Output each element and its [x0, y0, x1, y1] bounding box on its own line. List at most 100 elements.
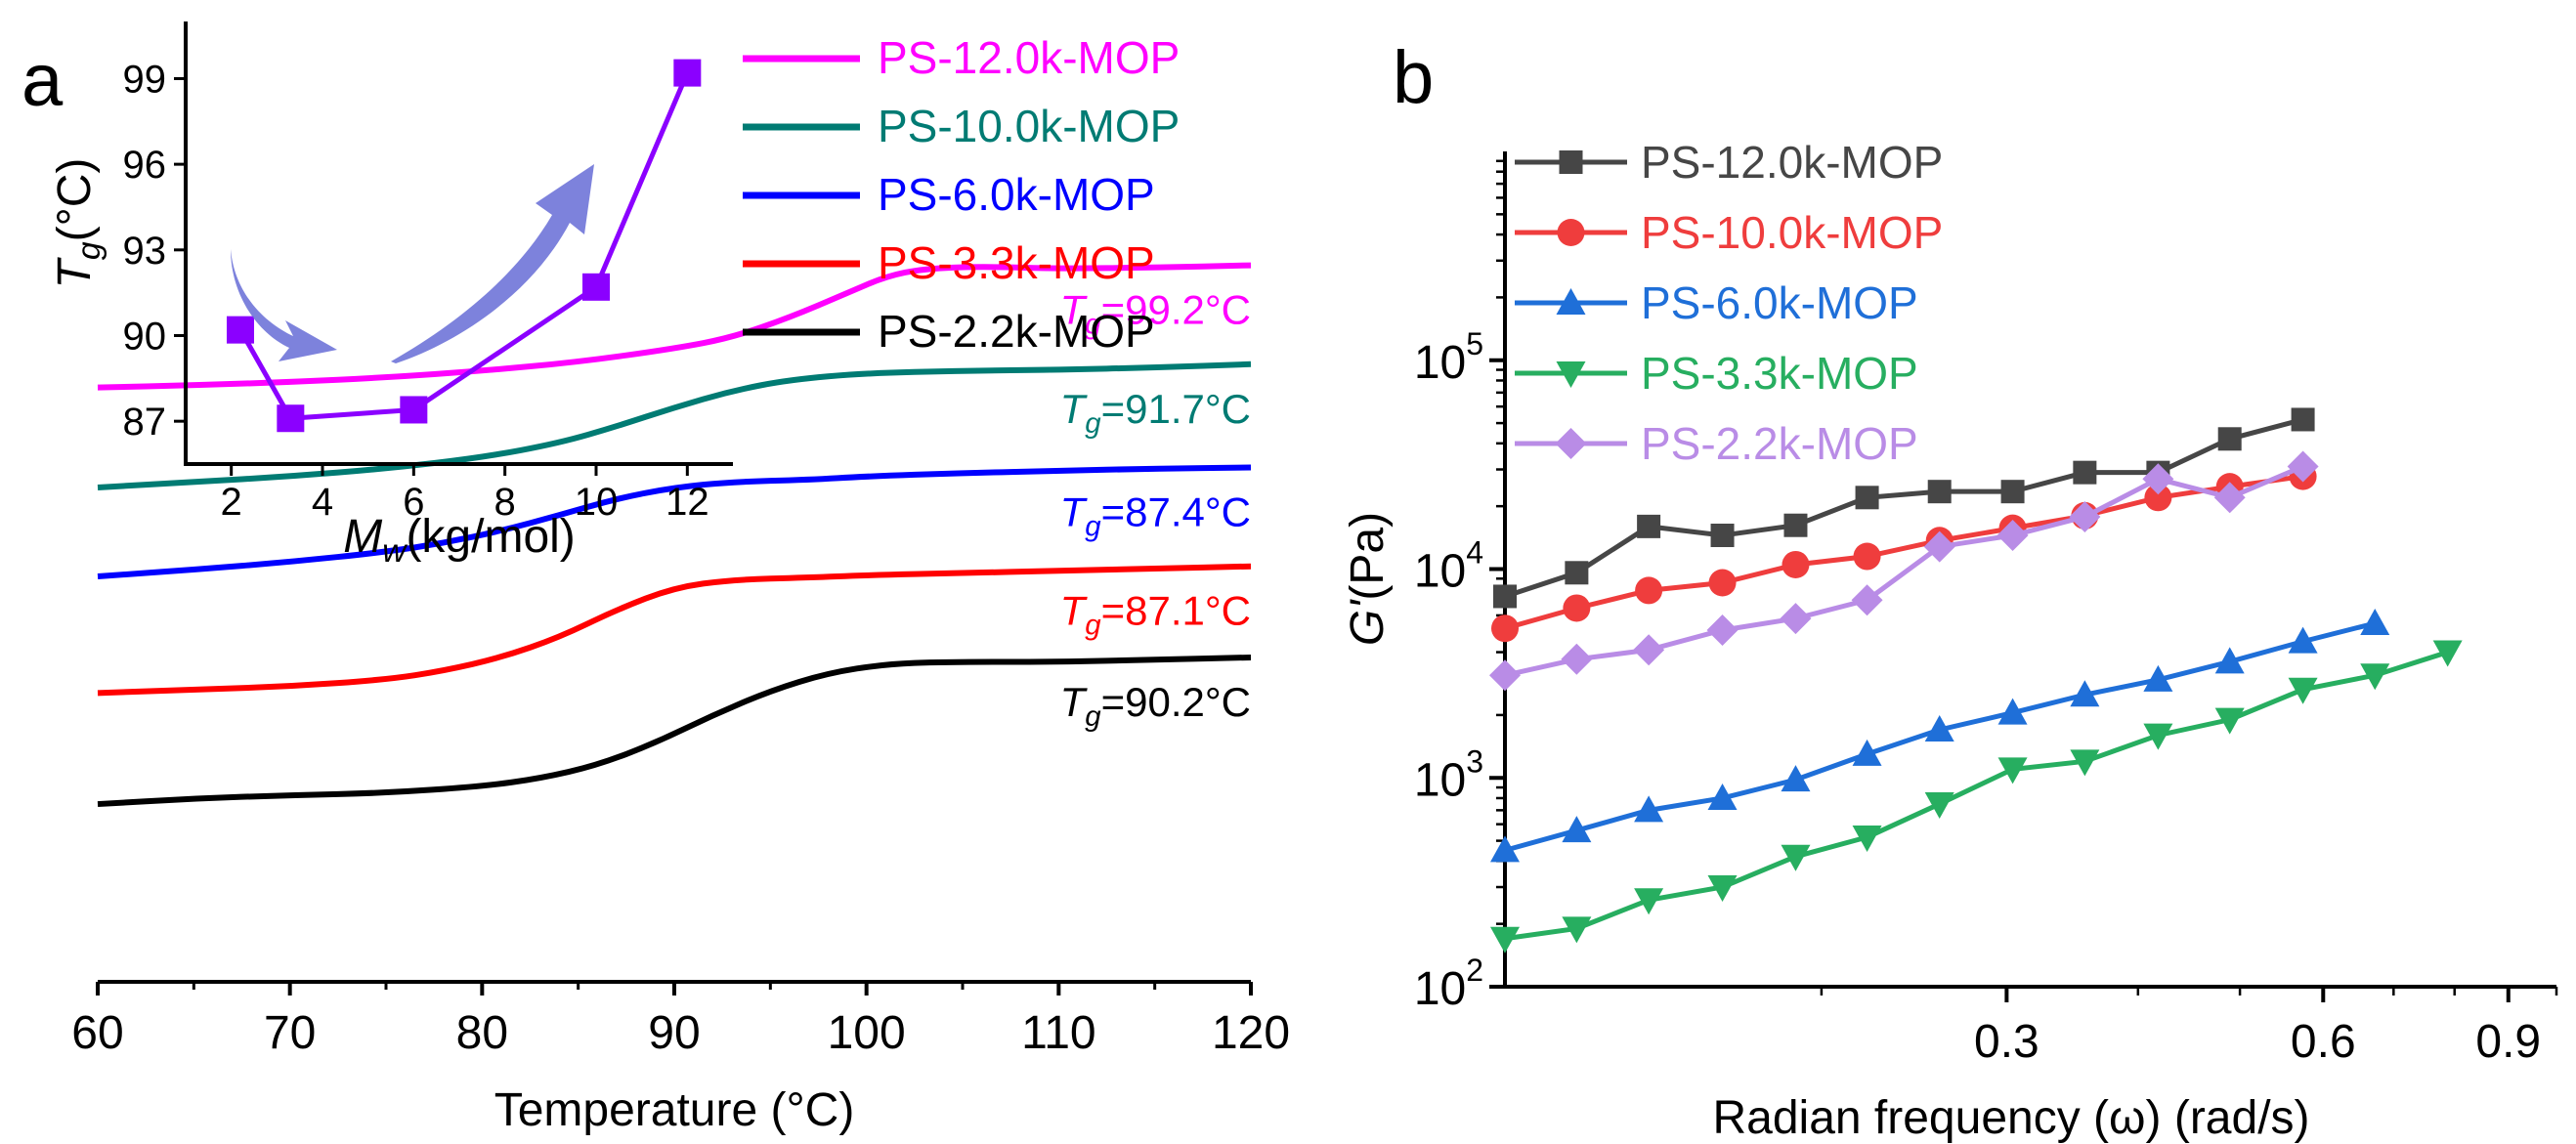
dsc-tg-annotation: Tg=90.2°C	[1060, 679, 1251, 733]
rheo-series-line	[1504, 650, 2449, 942]
rheo-marker	[1634, 888, 1664, 915]
rheo-marker	[1493, 584, 1517, 609]
rheo-marker	[2144, 484, 2172, 512]
rheo-marker	[2432, 640, 2463, 667]
rheo-marker	[1782, 550, 1810, 578]
rheo-y-tick-label: 104	[1414, 535, 1483, 598]
inset-marker	[673, 59, 702, 87]
inset-x-tick-label: 6	[403, 481, 424, 524]
rheo-marker	[1561, 643, 1593, 675]
dsc-x-tick-label: 70	[264, 1007, 316, 1059]
dsc-series-line	[97, 262, 1252, 391]
rheo-marker	[1997, 757, 2028, 784]
rheo-marker	[2288, 677, 2318, 704]
rheo-marker	[1997, 698, 2028, 725]
dsc-chart: 60 70 80 90 100 110 120 Temperature (°C) Tg=99.2…	[71, 32, 1290, 1136]
dsc-tg-annotation: Tg=87.1°C	[1060, 588, 1251, 642]
dsc-tg-annotation: Tg=91.7°C	[1060, 386, 1251, 440]
rheo-marker	[1491, 614, 1519, 643]
inset-y-tick-label: 99	[123, 58, 167, 101]
rheo-marker	[1852, 739, 1882, 766]
rheo-marker	[2000, 480, 2025, 504]
rheo-legend-marker	[1559, 150, 1583, 174]
rheo-legend-marker	[1556, 361, 1586, 388]
rheo-marker	[1781, 765, 1811, 792]
inset-axes	[184, 21, 733, 466]
inset-x-tick-label: 12	[665, 481, 709, 524]
rheo-marker	[1996, 520, 2029, 552]
rheo-marker	[1707, 783, 1738, 810]
rheo-marker	[1562, 816, 1592, 843]
rheo-marker	[1924, 714, 1954, 741]
inset-x-tick-label: 10	[575, 481, 619, 524]
dsc-x-tick-label: 80	[456, 1007, 508, 1059]
rheo-y-axis-title: G'(Pa)	[1342, 512, 1394, 646]
rheo-marker	[1490, 835, 1520, 863]
rheology-chart: 102 103 104 105 0.3 0.6 0.9 Radian frequency (ω…	[1342, 137, 2558, 1144]
rheo-legend-marker	[1556, 288, 1586, 315]
inset-x-tick-label: 4	[312, 481, 333, 524]
rheo-marker	[1852, 825, 1882, 852]
rheo-legend-marker	[1557, 219, 1585, 246]
rheo-marker	[1851, 584, 1883, 616]
rheo-marker	[1489, 659, 1521, 692]
rheo-legend-label: PS-3.3k-MOP	[1641, 348, 1918, 399]
rheo-marker	[1855, 486, 1879, 510]
rheo-x-tick-label: 0.6	[2291, 1016, 2356, 1068]
rheo-y-tick-label: 105	[1414, 326, 1483, 389]
panel-b-label: b	[1393, 36, 1434, 119]
inset-y-axis-title: Tg(°C)	[49, 158, 107, 289]
decrease-arrow-icon	[231, 249, 337, 361]
tg-inset-chart: 2 4 6 8 10 12 87 90 93 96 99 Mw(kg/mol) Tg(°C)	[49, 21, 733, 570]
increase-arrow-icon	[391, 164, 594, 363]
rheo-legend-label: PS-10.0k-MOP	[1641, 207, 1943, 258]
rheo-marker	[1637, 514, 1661, 538]
rheo-marker	[2214, 707, 2245, 735]
dsc-x-tick-label: 60	[71, 1007, 123, 1059]
rheo-marker	[2143, 723, 2173, 750]
rheo-marker	[1707, 875, 1738, 903]
rheo-marker	[1565, 561, 1589, 585]
rheo-marker	[2360, 663, 2390, 691]
rheo-marker	[2069, 500, 2101, 532]
rheo-marker	[1853, 542, 1881, 571]
rheo-marker	[2287, 450, 2319, 483]
rheo-marker	[2217, 427, 2242, 451]
dsc-legend-label: PS-6.0k-MOP	[878, 169, 1155, 220]
rheo-marker	[1924, 791, 1954, 819]
dsc-legend-label: PS-10.0k-MOP	[878, 101, 1180, 151]
rheo-marker	[2213, 482, 2246, 514]
rheo-marker	[2070, 680, 2100, 707]
dsc-legend-label: PS-2.2k-MOP	[878, 306, 1155, 357]
rheo-marker	[2360, 608, 2390, 635]
dsc-x-tick-label: 100	[828, 1007, 906, 1059]
inset-marker	[227, 316, 254, 344]
rheo-marker	[2070, 749, 2100, 777]
rheo-legend-label: PS-12.0k-MOP	[1641, 137, 1943, 188]
dsc-legend-label: PS-12.0k-MOP	[878, 32, 1180, 83]
rheo-series-line	[1504, 417, 2304, 599]
inset-x-tick-label: 2	[221, 481, 242, 524]
inset-y-tick-label: 90	[123, 315, 167, 358]
rheo-marker	[1780, 603, 1812, 635]
rheo-marker	[2143, 664, 2173, 692]
dsc-series-line	[97, 654, 1252, 808]
rheo-series-line	[1504, 474, 2303, 631]
rheo-marker	[1490, 926, 1520, 953]
dsc-legend-label: PS-3.3k-MOP	[878, 237, 1155, 288]
rheo-marker	[1633, 634, 1665, 666]
inset-marker	[277, 404, 305, 433]
rheo-y-tick-label: 102	[1414, 953, 1483, 1015]
dsc-x-tick-label: 110	[1021, 1007, 1096, 1059]
inset-marker	[400, 396, 428, 424]
rheo-marker	[1783, 513, 1808, 537]
rheo-marker	[1563, 594, 1591, 622]
rheo-x-axis-title: Radian frequency (ω) (rad/s)	[1712, 1092, 2309, 1144]
dsc-series-line	[97, 464, 1252, 579]
dsc-series-line	[97, 360, 1252, 490]
rheo-y-tick-label: 103	[1414, 743, 1483, 806]
rheo-marker	[1635, 576, 1663, 605]
dsc-series-line	[97, 563, 1252, 697]
rheo-x-tick-label: 0.3	[1974, 1016, 2039, 1068]
dsc-tg-annotation: Tg=99.2°C	[1060, 287, 1251, 341]
